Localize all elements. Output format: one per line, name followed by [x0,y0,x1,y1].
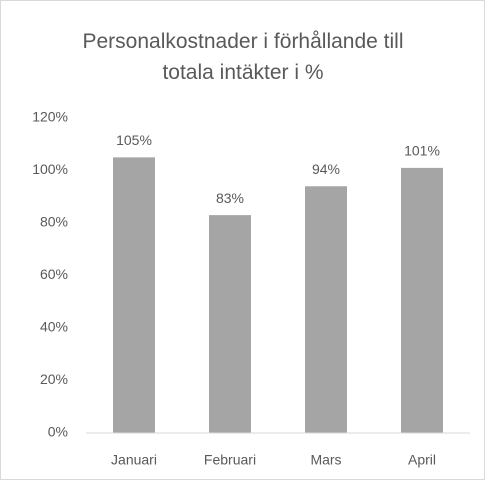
x-tick-label: Januari [111,452,157,468]
data-label: 94% [312,161,340,177]
x-tick-label: Februari [204,452,256,468]
bar [113,157,155,433]
bar [401,167,443,433]
data-label: 105% [116,132,152,148]
y-tick-label: 80% [40,214,68,230]
data-label: 83% [216,190,244,206]
chart-title: Personalkostnader i förhållande till tot… [82,30,404,84]
bar [209,215,251,433]
y-tick-label: 120% [32,109,68,125]
x-tick-label: Mars [310,452,341,468]
y-tick-label: 100% [32,161,68,177]
y-tick-label: 0% [48,424,68,440]
y-tick-label: 40% [40,319,68,335]
x-tick-label: April [408,452,436,468]
bar [305,186,347,433]
y-tick-label: 20% [40,371,68,387]
data-label: 101% [404,143,440,159]
y-tick-label: 60% [40,266,68,282]
